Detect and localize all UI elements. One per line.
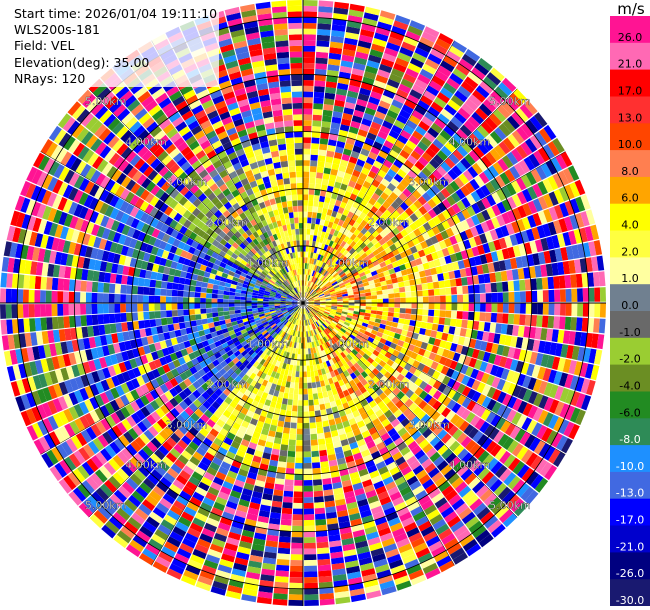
- scan-info: Start time: 2026/01/04 19:11:10 WLS200s-…: [12, 6, 220, 88]
- range-label: 1.00km: [327, 337, 369, 350]
- colorbar-segment: [610, 96, 650, 124]
- colorbar-tick: 13.0: [618, 111, 643, 124]
- velocity-gates: [0, 0, 606, 606]
- colorbar-segment: [610, 311, 650, 339]
- range-label: 5.00km: [489, 499, 531, 512]
- colorbar-segment: [610, 257, 650, 285]
- ppi-velocity-plot: 1.00km 2.00km 3.00km 4.00km 5.00km 1.00km 2.00…: [0, 0, 606, 606]
- colorbar-tick: -26.0: [616, 567, 644, 580]
- azimuth-lines: [0, 0, 606, 606]
- colorbar-tick: -8.0: [619, 433, 640, 446]
- colorbar-tick: -10.0: [616, 460, 644, 473]
- colorbar-tick: 10.0: [618, 138, 643, 151]
- colorbar-tick: -2.0: [619, 353, 640, 366]
- nrays-text: NRays: 120: [14, 70, 86, 86]
- colorbar-tick: -21.0: [616, 540, 644, 553]
- colorbar-segment: [610, 176, 650, 205]
- elevation-text: Elevation(deg): 35.00: [14, 54, 150, 70]
- range-label: 2.00km: [368, 378, 410, 391]
- colorbar-segment: [610, 579, 650, 606]
- colorbar-segment: [610, 42, 650, 71]
- colorbar-segment: [610, 337, 650, 366]
- range-label: 4.00km: [449, 459, 491, 472]
- colorbar-segment: [610, 69, 650, 97]
- range-label: 2.00km: [206, 378, 248, 391]
- colorbar-tick: -1.0: [619, 326, 640, 339]
- range-label: 4.00km: [125, 459, 167, 472]
- colorbar-segment: [610, 150, 650, 178]
- colorbar-segment: [610, 203, 650, 231]
- field-text: Field: VEL: [14, 38, 75, 54]
- colorbar-tick: 2.0: [621, 245, 639, 258]
- colorbar-segment: [610, 552, 650, 580]
- colorbar-segment: [610, 471, 650, 500]
- range-label: 2.00km: [206, 216, 248, 229]
- colorbar-segment: [610, 445, 650, 473]
- colorbar: 26.0 21.0 17.0 13.0 10.0 8.0 6.0 4.0 2.0 1.0 0.0 -1…: [610, 16, 650, 606]
- instrument-text: WLS200s-181: [14, 22, 100, 38]
- start-time-text: Start time: 2026/01/04 19:11:10: [14, 6, 218, 21]
- colorbar-tick: -6.0: [619, 406, 640, 419]
- colorbar-tick: -30.0: [616, 594, 644, 606]
- range-label: 3.00km: [408, 176, 450, 189]
- colorbar-segment: [610, 230, 650, 258]
- range-label: 4.00km: [125, 135, 167, 148]
- range-label: 1.00km: [247, 337, 289, 350]
- range-label: 5.00km: [85, 95, 127, 108]
- colorbar-segment: [610, 123, 650, 151]
- range-label: 3.00km: [166, 176, 208, 189]
- colorbar-tick: 6.0: [621, 192, 639, 205]
- colorbar-tick: -17.0: [616, 514, 644, 527]
- colorbar-tick: -13.0: [616, 487, 644, 500]
- colorbar-tick: 26.0: [618, 31, 643, 44]
- colorbar-segment: [610, 391, 650, 419]
- colorbar-segment: [610, 525, 650, 553]
- range-label: 3.00km: [408, 418, 450, 431]
- range-label: 4.00km: [449, 135, 491, 148]
- colorbar-tick: 21.0: [618, 58, 643, 71]
- azimuth-line: [151, 40, 455, 566]
- range-label: 1.00km: [247, 257, 289, 270]
- range-label: 2.00km: [368, 216, 410, 229]
- colorbar-segment: [610, 364, 650, 392]
- colorbar-tick: -4.0: [619, 380, 640, 393]
- range-label: 5.00km: [489, 95, 531, 108]
- colorbar-tick: 4.0: [621, 219, 639, 232]
- colorbar-tick: 1.0: [621, 272, 639, 285]
- colorbar-segment: [610, 284, 650, 312]
- range-labels: 1.00km 2.00km 3.00km 4.00km 5.00km 1.00km 2.00…: [85, 95, 531, 512]
- colorbar-tick: 0.0: [621, 299, 639, 312]
- colorbar-segment: [610, 498, 650, 526]
- colorbar-segment: [610, 16, 650, 44]
- range-label: 3.00km: [166, 418, 208, 431]
- range-label: 5.00km: [85, 499, 127, 512]
- colorbar-segment: [610, 418, 650, 446]
- colorbar-units: m/s: [617, 0, 645, 18]
- colorbar-tick: 17.0: [618, 85, 643, 98]
- colorbar-tick: 8.0: [621, 165, 639, 178]
- range-label: 1.00km: [327, 257, 369, 270]
